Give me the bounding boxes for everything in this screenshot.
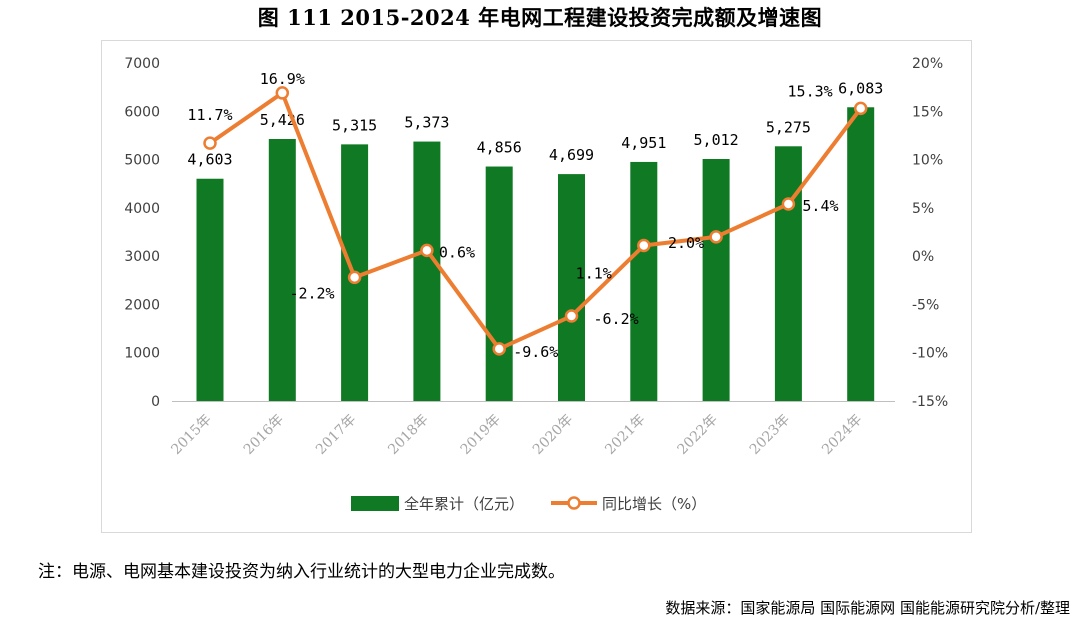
growth-value-label: -9.6% xyxy=(513,343,558,361)
growth-marker xyxy=(347,270,362,285)
growth-value-label: 5.4% xyxy=(802,197,838,215)
bar-value-label: 5,315 xyxy=(332,116,377,134)
growth-value-label: -2.2% xyxy=(289,284,334,302)
x-tick-label: 2021年 xyxy=(602,412,648,458)
growth-marker xyxy=(564,309,579,323)
legend: 全年累计（亿元） 同比增长（%） xyxy=(351,495,706,513)
bar-value-label: 4,951 xyxy=(621,134,666,152)
x-tick-label: 2019年 xyxy=(458,412,504,458)
x-tick-label: 2022年 xyxy=(675,412,721,458)
legend-line-label: 同比增长（%） xyxy=(602,495,706,513)
growth-marker xyxy=(781,197,796,211)
left-axis-tick-label: 6000 xyxy=(124,104,160,120)
left-axis-tick-label: 5000 xyxy=(124,153,160,169)
bar xyxy=(485,166,513,401)
right-axis-tick-label: -10% xyxy=(912,346,948,362)
bar-value-label: 4,856 xyxy=(477,139,522,157)
bar-value-label: 5,275 xyxy=(766,118,811,136)
x-tick-label: 2024年 xyxy=(819,412,865,458)
bar xyxy=(558,174,585,401)
left-axis-tick-label: 3000 xyxy=(124,249,160,265)
chart-title: 图 111 2015-2024 年电网工程建设投资完成额及增速图 xyxy=(257,5,823,30)
right-axis-tick-label: 0% xyxy=(912,249,934,265)
growth-marker xyxy=(203,136,217,150)
left-axis-tick-label: 7000 xyxy=(124,56,160,72)
legend-bar-swatch xyxy=(351,496,399,511)
right-axis-tick-label: 5% xyxy=(912,201,934,217)
line-labels: 11.7% 16.9% -2.2% 0.6% -9.6% -6.2% 1.1% 2.0% 5.4… xyxy=(187,70,838,361)
growth-marker xyxy=(420,243,434,258)
left-axis-tick-label: 1000 xyxy=(124,346,160,362)
right-axis-tick-label: -5% xyxy=(912,297,939,313)
bar xyxy=(847,107,875,401)
growth-value-label: 0.6% xyxy=(439,243,475,261)
left-axis-tick-label: 2000 xyxy=(124,297,160,313)
growth-value-label: 2.0% xyxy=(668,234,704,252)
x-tick-label: 2017年 xyxy=(313,412,359,458)
bar-value-label: 5,373 xyxy=(404,114,449,132)
line-series xyxy=(203,86,868,356)
left-axis-tick-label: 0 xyxy=(151,394,160,410)
growth-value-label: 11.7% xyxy=(187,106,232,124)
bar xyxy=(630,161,658,401)
x-tick-label: 2023年 xyxy=(747,412,793,458)
growth-value-label: 16.9% xyxy=(260,70,305,88)
right-axis-tick-label: -15% xyxy=(912,394,948,410)
bar-series xyxy=(196,107,875,401)
bar-value-label: 4,699 xyxy=(549,146,594,164)
x-tick-label: 2018年 xyxy=(385,412,431,458)
bar-value-label: 5,012 xyxy=(694,131,739,149)
chart-area xyxy=(101,40,972,533)
bar-value-label: 4,603 xyxy=(187,151,232,169)
x-tick-label: 2015年 xyxy=(168,412,214,458)
growth-marker xyxy=(492,342,506,356)
growth-line xyxy=(208,90,863,351)
bar xyxy=(774,146,802,401)
growth-value-label: 15.3% xyxy=(788,82,833,100)
growth-value-label: -6.2% xyxy=(594,310,639,328)
left-axis-tick-label: 4000 xyxy=(124,201,160,217)
x-tick-label: 2020年 xyxy=(530,412,576,458)
x-tick-label: 2016年 xyxy=(241,412,287,458)
bar-value-label: 5,426 xyxy=(260,111,305,129)
right-axis-tick-label: 20% xyxy=(912,56,943,72)
footnote: 注：电源、电网基本建设投资为纳入行业统计的大型电力企业完成数。 xyxy=(38,562,565,582)
bar xyxy=(413,141,441,401)
growth-value-label: 1.1% xyxy=(576,265,612,283)
bar xyxy=(702,158,730,401)
data-source: 数据来源：国家能源局 国际能源网 国能能源研究院分析/整理 xyxy=(665,599,1070,617)
legend-bar-label: 全年累计（亿元） xyxy=(404,495,524,513)
growth-marker xyxy=(637,238,651,253)
growth-marker xyxy=(709,230,723,244)
growth-marker xyxy=(853,101,868,116)
bar-value-label: 6,083 xyxy=(838,79,883,97)
bar-labels: 4,603 5,426 5,315 5,373 4,856 4,699 4,951 5,012… xyxy=(187,79,883,168)
right-axis-tick-label: 10% xyxy=(912,153,943,169)
right-axis: -15% -10% -5% 0% 5% 10% 15% 20% xyxy=(912,56,948,410)
left-axis: 0 1000 2000 3000 4000 5000 6000 7000 xyxy=(124,56,160,410)
x-axis: 2015年 2016年 2017年 2018年 2019年 2020年 2021年 2022年… xyxy=(168,412,865,458)
bar xyxy=(196,178,224,401)
right-axis-tick-label: 15% xyxy=(912,104,943,120)
bar xyxy=(268,139,296,401)
growth-marker xyxy=(275,86,290,100)
legend-line-marker xyxy=(567,496,581,510)
